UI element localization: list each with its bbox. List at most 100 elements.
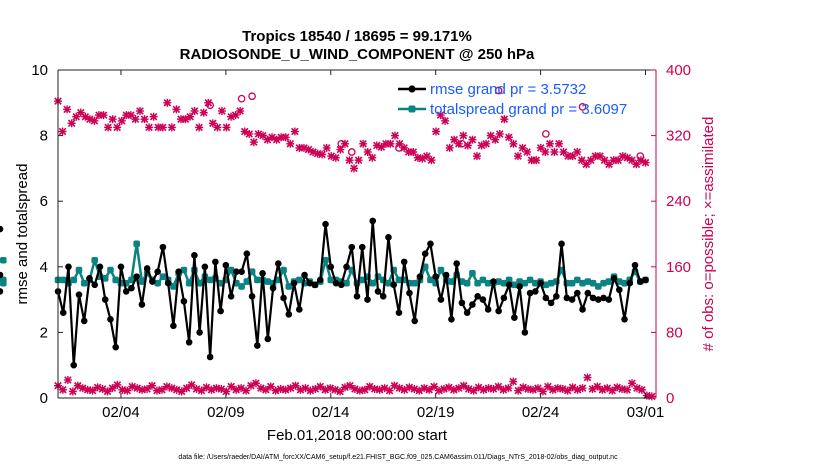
totalspread-marker	[327, 276, 335, 284]
y-tick-label-right: 80	[666, 324, 683, 341]
totalspread-marker	[479, 276, 487, 284]
obs-assimilated-marker	[513, 152, 522, 161]
totalspread-marker	[385, 279, 392, 287]
obs-assimilated-marker	[359, 139, 368, 148]
y-tick-label-right: 400	[666, 62, 691, 79]
rmse-marker	[133, 273, 140, 280]
rmse-marker	[463, 309, 471, 317]
obs-assimilated-marker-low	[504, 384, 513, 393]
totalspread-marker	[532, 279, 539, 287]
rmse-marker	[553, 293, 560, 300]
obs-assimilated-marker	[222, 123, 231, 132]
totalspread-marker	[463, 279, 471, 287]
obs-assimilated-marker	[281, 133, 290, 142]
rmse-marker	[642, 276, 649, 284]
rmse-marker	[80, 317, 88, 325]
rmse-marker	[432, 273, 439, 280]
totalspread-marker	[469, 270, 476, 277]
rmse-marker	[138, 301, 146, 308]
rmse-marker	[615, 286, 623, 294]
obs-assimilated-marker-low	[578, 384, 587, 393]
totalspread-marker	[395, 276, 403, 284]
obs-assimilated-marker	[482, 139, 491, 148]
rmse-marker	[65, 263, 72, 271]
y-tick-label-left: 6	[40, 193, 48, 210]
rmse-marker	[337, 281, 345, 289]
totalspread-marker	[101, 274, 109, 282]
rmse-marker	[600, 294, 607, 302]
axes: 0 2 4 6 8 10 0 80 160 240 320 400 02/04 02/09 02/14 02/…	[31, 62, 691, 421]
obs-assimilated-marker	[545, 139, 554, 148]
totalspread-marker	[243, 278, 251, 285]
y-tick-label-left: 0	[40, 390, 48, 407]
totalspread-marker	[547, 279, 555, 287]
totalspread-marker	[264, 278, 272, 285]
totalspread-marker	[568, 279, 576, 287]
obs-possible-marker	[458, 139, 466, 148]
x-tick-label: 02/04	[102, 404, 140, 421]
y-tick-label-right: 160	[666, 259, 691, 276]
rmse-marker	[505, 281, 513, 289]
rmse-marker	[490, 278, 497, 285]
rmse-marker	[212, 258, 219, 266]
rmse-marker	[558, 240, 565, 248]
rmse-marker	[248, 293, 256, 300]
obs-assimilated-marker	[199, 108, 208, 117]
rmse-marker	[149, 278, 156, 285]
rmse-marker	[332, 279, 340, 287]
obs-assimilated-marker-low	[63, 375, 72, 384]
obs-assimilated-marker-low	[128, 382, 137, 391]
obs-assimilated-marker	[85, 115, 94, 124]
rmse-marker	[374, 288, 382, 295]
obs-assimilated-marker	[523, 148, 532, 156]
obs-assimilated-marker	[350, 164, 359, 173]
rmse-marker	[285, 311, 293, 318]
rmse-marker	[196, 329, 203, 336]
rmse-marker	[626, 279, 634, 287]
obs-assimilated-marker	[104, 123, 113, 132]
legend-rmse-marker	[408, 85, 416, 93]
totalspread-marker	[280, 266, 287, 274]
totalspread-marker	[217, 279, 224, 287]
rmse-marker	[322, 220, 329, 228]
totalspread-marker	[437, 266, 445, 274]
obs-assimilated-marker-low	[88, 386, 97, 395]
obs-assimilated-marker-low	[152, 386, 161, 395]
rmse-marker	[584, 289, 592, 297]
chart-title: Tropics 18540 / 18695 = 99.171%	[242, 28, 472, 45]
rmse-marker	[0, 288, 4, 295]
obs-possible-marker	[206, 101, 214, 110]
rmse-marker	[201, 263, 209, 271]
y-tick-label-right: 240	[666, 193, 691, 210]
obs-assimilated-marker	[67, 119, 76, 128]
rmse-marker	[411, 317, 419, 325]
x-tick-label: 03/01	[627, 404, 665, 421]
totalspread-marker	[112, 276, 120, 284]
obs-assimilated-marker	[163, 98, 172, 107]
rmse-marker	[526, 289, 534, 297]
rmse-marker	[185, 338, 193, 346]
obs-assimilated-marker	[500, 115, 509, 124]
rmse-marker	[521, 329, 529, 336]
obs-possible-marker	[578, 103, 587, 111]
obs-assimilated-marker-low	[509, 377, 518, 386]
rmse-marker	[280, 294, 287, 302]
rmse-marker	[59, 309, 67, 317]
rmse-marker	[70, 361, 78, 369]
obs-assimilated-marker	[450, 135, 459, 144]
obs-assimilated-marker	[63, 105, 72, 114]
y-tick-label-left: 10	[31, 62, 48, 79]
totalspread-marker	[285, 283, 293, 290]
obs-count-series	[54, 86, 656, 401]
rmse-marker	[96, 263, 104, 271]
obs-assimilated-marker-low	[360, 385, 369, 394]
rmse-marker	[301, 271, 308, 279]
rmse-marker	[206, 353, 214, 361]
y-tick-label-right: 0	[666, 390, 674, 407]
totalspread-marker	[427, 276, 434, 284]
obs-assimilated-marker	[391, 131, 400, 140]
obs-assimilated-marker	[90, 116, 99, 125]
obs-possible-marker	[636, 152, 645, 160]
rmse-marker	[631, 261, 639, 269]
totalspread-marker	[542, 281, 550, 289]
